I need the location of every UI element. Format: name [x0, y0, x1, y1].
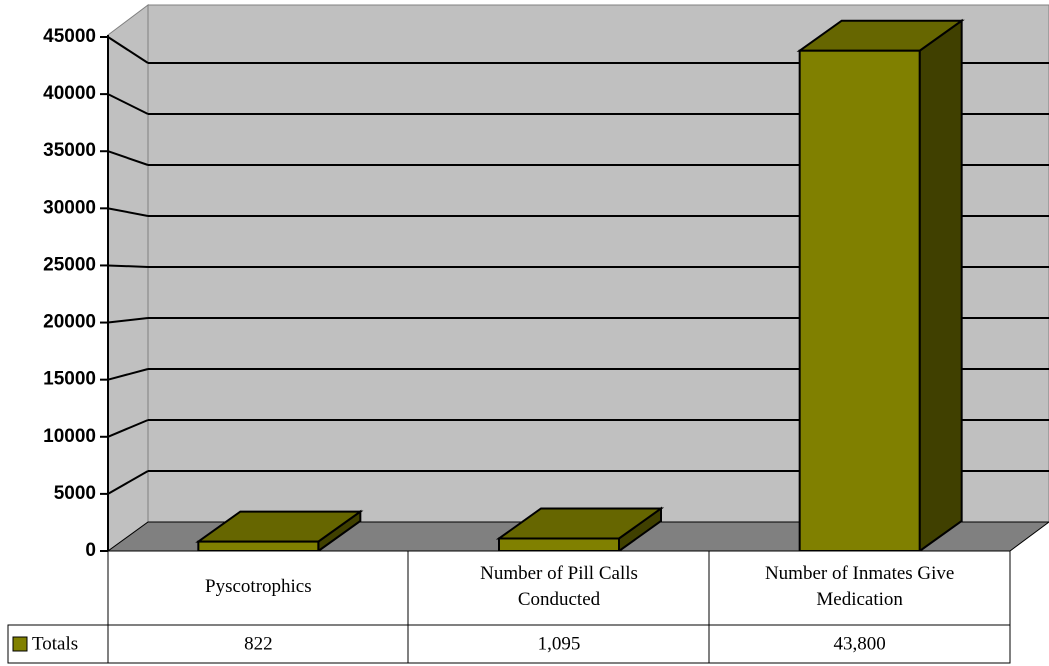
grid-line: [107, 470, 149, 495]
data-table: Totals Pyscotrophics 822 Number of Pill Ca…: [7, 550, 1011, 664]
grid-line: [107, 93, 149, 115]
bar-side: [918, 18, 963, 553]
bar-front: [197, 540, 320, 553]
grid-line: [107, 207, 149, 217]
side-wall: [107, 4, 149, 552]
bar: [495, 506, 665, 553]
legend-label: Totals: [32, 633, 78, 654]
y-tick-label: 40000: [43, 83, 96, 104]
table-row: [7, 624, 1011, 664]
value-label: 1,095: [538, 633, 581, 654]
y-tick-label: 45000: [43, 26, 96, 47]
y-tick-label: 10000: [43, 426, 96, 447]
y-tick-label: 35000: [43, 140, 96, 161]
grid-line: [107, 150, 149, 166]
x-category-label: Number of Inmates Give Medication: [765, 563, 954, 610]
grid-line: [107, 36, 149, 64]
y-tick-label: 30000: [43, 197, 96, 218]
y-tick-label: 15000: [43, 369, 96, 390]
legend-swatch: [12, 636, 28, 652]
y-tick-label: 0: [85, 540, 96, 561]
y-tick-label: 25000: [43, 254, 96, 275]
grid-line: [107, 317, 149, 324]
grid-line: [107, 419, 149, 438]
value-label: 43,800: [834, 633, 886, 654]
bar-front: [798, 49, 921, 552]
table-frame: [107, 550, 1011, 664]
y-tick-label: 5000: [54, 483, 96, 504]
grid-line: [107, 368, 149, 381]
bar-front: [498, 537, 620, 553]
bar: [796, 18, 965, 553]
x-category-label: Pyscotrophics: [205, 576, 312, 597]
y-tick-label: 20000: [43, 312, 96, 333]
value-label: 822: [244, 633, 273, 654]
grid-line: [107, 264, 149, 268]
x-category-label: Number of Pill Calls Conducted: [480, 563, 638, 610]
